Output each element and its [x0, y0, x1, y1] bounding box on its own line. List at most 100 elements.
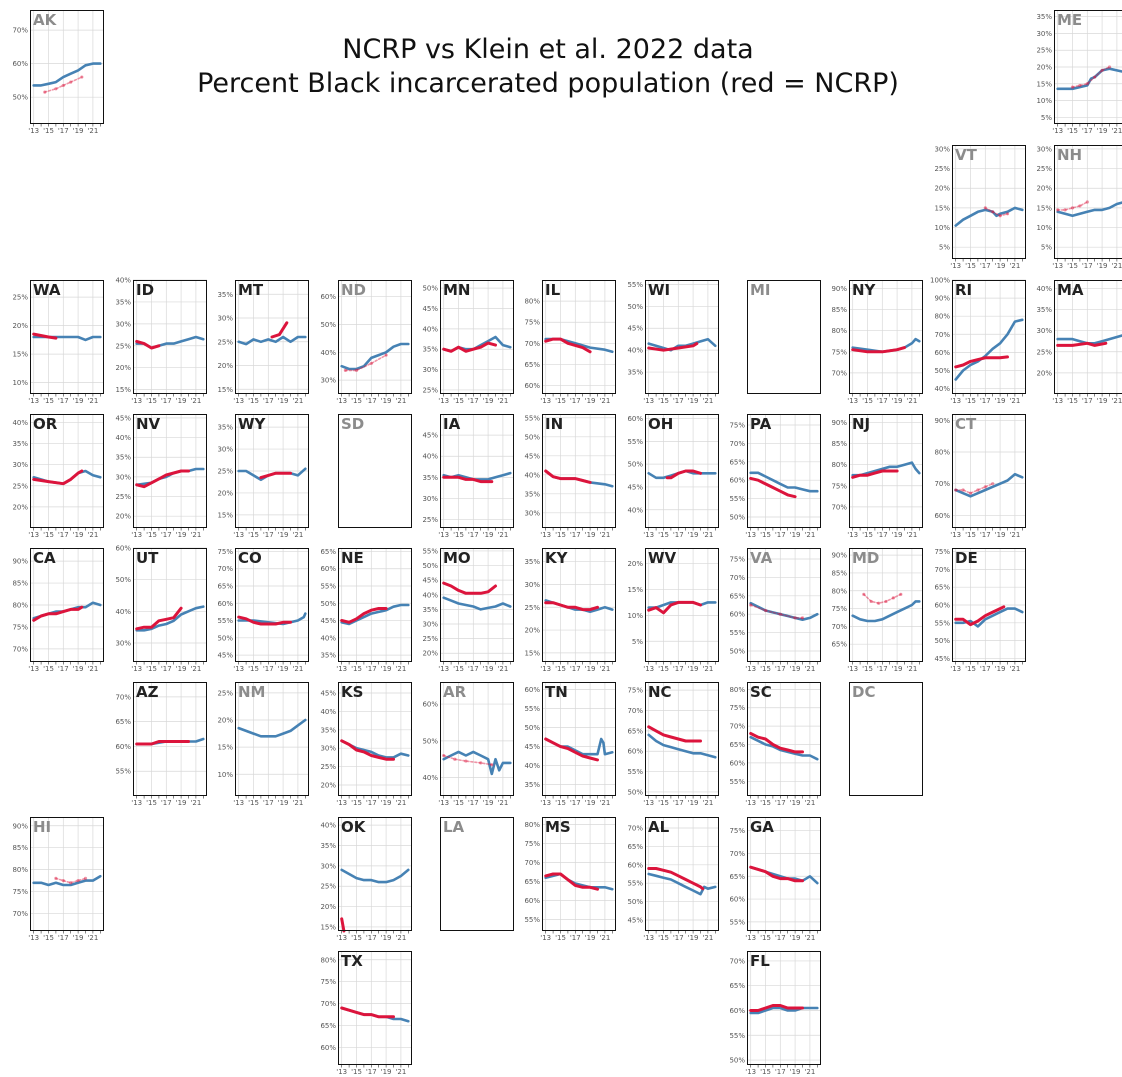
x-tick-label: '19 — [1097, 262, 1108, 270]
state-label: CT — [955, 415, 977, 433]
x-tick-label: '21 — [599, 665, 610, 673]
ncrp-series-line — [342, 1008, 394, 1017]
klein-series-line — [342, 870, 409, 882]
y-tick-label: 35% — [627, 369, 643, 377]
x-tick-label: '15 — [658, 799, 669, 807]
y-tick-label: 75% — [831, 482, 847, 490]
state-label: NV — [136, 415, 161, 433]
y-tick-label: 55% — [524, 705, 540, 713]
x-tick-label: '13 — [745, 1068, 756, 1076]
x-tick-label: '17 — [263, 397, 274, 405]
y-tick-label: 90% — [934, 295, 950, 303]
y-tick-label: 85% — [831, 569, 847, 577]
y-tick-label: 50% — [524, 433, 540, 441]
y-tick-label: 15% — [1036, 204, 1052, 212]
x-tick-label: '17 — [775, 665, 786, 673]
x-tick-label: '17 — [877, 665, 888, 673]
state-label: NH — [1057, 146, 1082, 164]
y-tick-label: 70% — [934, 331, 950, 339]
x-tick-label: '21 — [190, 397, 201, 405]
y-tick-label: 55% — [934, 619, 950, 627]
x-tick-label: '17 — [980, 397, 991, 405]
y-tick-label: 75% — [524, 319, 540, 327]
x-tick-label: '15 — [555, 799, 566, 807]
x-tick-label: '19 — [790, 531, 801, 539]
x-tick-label: '19 — [381, 665, 392, 673]
x-tick-label: '15 — [351, 799, 362, 807]
y-tick-label: 70% — [115, 693, 131, 701]
x-tick-label: '21 — [702, 397, 713, 405]
x-tick-label: '21 — [804, 934, 815, 942]
ncrp-point — [1101, 69, 1104, 72]
y-tick-label: 20% — [422, 650, 438, 658]
y-tick-label: 20% — [12, 322, 28, 330]
y-tick-label: 25% — [422, 516, 438, 524]
x-tick-label: '21 — [87, 665, 98, 673]
state-label: MO — [443, 549, 471, 567]
ncrp-point — [1006, 212, 1009, 215]
x-tick-label: '15 — [146, 531, 157, 539]
x-tick-label: '13 — [233, 799, 244, 807]
ncrp-point — [1086, 200, 1089, 203]
x-tick-label: '21 — [497, 799, 508, 807]
x-tick-label: '17 — [673, 397, 684, 405]
y-tick-label: 60% — [934, 602, 950, 610]
ncrp-point — [1108, 65, 1111, 68]
state-label: VT — [955, 146, 978, 164]
y-tick-label: 70% — [729, 574, 745, 582]
x-tick-label: '21 — [395, 934, 406, 942]
x-tick-label: '13 — [643, 665, 654, 673]
x-tick-label: '17 — [58, 397, 69, 405]
y-tick-label: 70% — [729, 440, 745, 448]
y-tick-label: 45% — [422, 305, 438, 313]
y-tick-label: 70% — [12, 27, 28, 35]
y-tick-label: 30% — [422, 366, 438, 374]
x-tick-label: '17 — [366, 397, 377, 405]
x-tick-label: '19 — [790, 665, 801, 673]
y-tick-label: 90% — [831, 419, 847, 427]
x-tick-label: '13 — [131, 799, 142, 807]
state-label: OK — [341, 818, 367, 836]
x-tick-label: '21 — [190, 665, 201, 673]
x-tick-label: '15 — [248, 799, 259, 807]
x-tick-label: '13 — [745, 531, 756, 539]
x-tick-label: '21 — [906, 531, 917, 539]
ncrp-point — [355, 369, 358, 372]
x-tick-label: '21 — [395, 799, 406, 807]
state-label: KY — [545, 549, 569, 567]
x-tick-label: '17 — [877, 397, 888, 405]
klein-series-line — [239, 720, 306, 736]
y-tick-label: 20% — [115, 513, 131, 521]
state-label: KS — [341, 683, 363, 701]
x-tick-label: '19 — [73, 531, 84, 539]
y-tick-label: 45% — [934, 655, 950, 663]
ncrp-series-line — [649, 602, 701, 612]
x-tick-label: '13 — [1052, 397, 1063, 405]
x-tick-label: '13 — [540, 934, 551, 942]
x-tick-label: '13 — [950, 665, 961, 673]
y-tick-label: 55% — [524, 916, 540, 924]
x-tick-label: '21 — [702, 665, 713, 673]
y-tick-label: 60% — [217, 600, 233, 608]
x-tick-label: '15 — [658, 397, 669, 405]
state-label: ND — [341, 281, 366, 299]
ncrp-point — [870, 600, 873, 603]
state-panel-dc: DC — [849, 682, 923, 808]
y-tick-label: 55% — [217, 617, 233, 625]
x-tick-label: '15 — [760, 1068, 771, 1076]
y-tick-label: 20% — [627, 560, 643, 568]
y-tick-label: 15% — [115, 386, 131, 394]
x-tick-label: '17 — [58, 127, 69, 135]
y-tick-label: 30% — [12, 461, 28, 469]
x-tick-label: '15 — [555, 665, 566, 673]
x-tick-label: '17 — [775, 799, 786, 807]
x-tick-label: '19 — [995, 397, 1006, 405]
x-tick-label: '17 — [570, 934, 581, 942]
y-tick-label: 70% — [524, 340, 540, 348]
y-tick-label: 60% — [320, 293, 336, 301]
